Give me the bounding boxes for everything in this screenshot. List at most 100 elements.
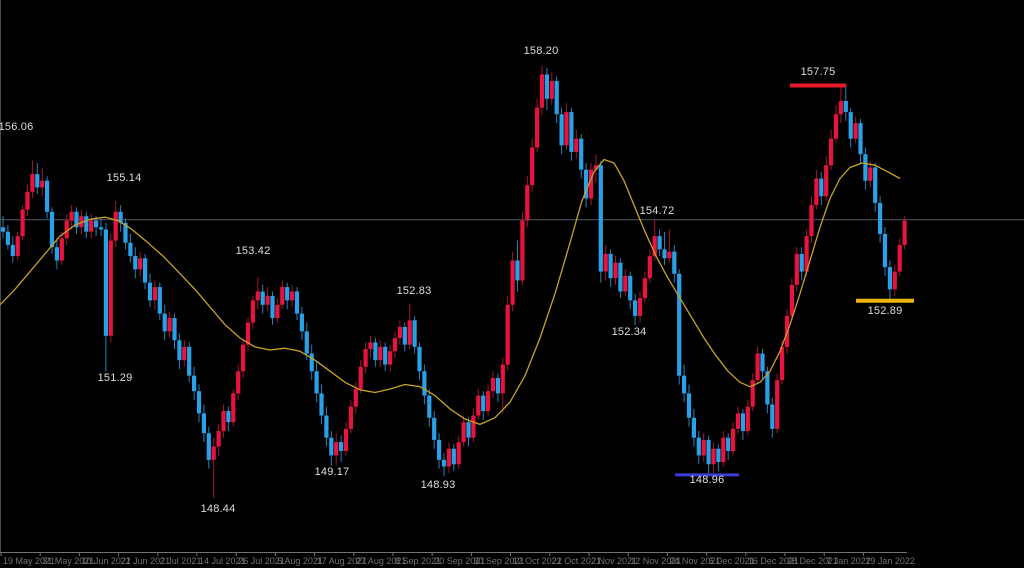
bear-candle-body	[0, 227, 6, 232]
bear-candle-body	[584, 169, 589, 199]
bull-candle-body	[79, 216, 84, 228]
bear-candle-body	[686, 393, 692, 418]
bull-candle-body	[701, 439, 706, 456]
bear-candle-body	[873, 167, 878, 203]
bear-candle-body	[103, 229, 108, 336]
bear-candle-body	[49, 211, 55, 248]
bear-candle-body	[863, 154, 868, 181]
bull-candle-body	[814, 178, 819, 206]
date-label: 27 Aug 2021	[355, 556, 407, 566]
bull-candle-body	[824, 165, 829, 197]
date-label: 22 Jun 2021	[120, 556, 171, 566]
bull-candle-body	[711, 448, 716, 465]
bear-candle-body	[878, 202, 883, 234]
bear-candle-body	[848, 112, 853, 139]
date-label: 2 Nov 2021	[591, 556, 638, 566]
bull-candle-body	[593, 165, 598, 170]
bull-candle-body	[250, 300, 255, 323]
date-label: 19 Jan 2022	[865, 556, 915, 566]
bear-candle-body	[858, 123, 863, 155]
date-label: 20 Sep 2021	[434, 556, 486, 566]
bull-candle-body	[838, 101, 843, 115]
bear-candle-body	[309, 353, 314, 372]
bear-candle-body	[672, 251, 677, 274]
bear-candle-body	[133, 256, 138, 270]
bull-candle-body	[490, 377, 496, 392]
bull-candle-body	[241, 344, 246, 372]
bull-candle-body	[69, 211, 74, 221]
bull-candle-body	[647, 256, 652, 279]
bear-candle-body	[887, 267, 892, 290]
bear-candle-body	[304, 331, 309, 354]
bull-candle-body	[530, 147, 535, 186]
bear-candle-body	[427, 395, 432, 418]
bear-candle-body	[515, 260, 520, 281]
bull-candle-body	[334, 442, 339, 456]
bear-candle-body	[260, 291, 265, 305]
date-label: 26 Jul 2021	[238, 556, 285, 566]
bull-candle-body	[603, 253, 608, 272]
bull-candle-body	[853, 123, 858, 139]
date-label: 19 May 2021	[3, 556, 56, 566]
bear-candle-body	[74, 211, 79, 228]
bear-candle-body	[143, 258, 148, 283]
price-annotation: 152.83	[396, 285, 432, 297]
bear-candle-body	[691, 417, 696, 438]
price-annotation: 148.44	[200, 503, 236, 515]
bear-candle-body	[192, 375, 197, 392]
bear-candle-body	[628, 275, 633, 301]
bull-candle-body	[721, 437, 726, 463]
bull-candle-body	[794, 253, 799, 285]
bear-candle-body	[740, 413, 745, 432]
bull-candle-body	[353, 388, 358, 407]
bear-candle-body	[45, 180, 50, 212]
bull-candle-body	[113, 211, 118, 241]
date-label: 5 Aug 2021	[277, 556, 323, 566]
bear-candle-body	[451, 448, 456, 465]
bull-candle-body	[510, 260, 515, 305]
bull-candle-body	[868, 167, 873, 181]
bear-candle-body	[299, 313, 304, 332]
bull-candle-body	[652, 236, 657, 257]
date-label: 7 Jan 2022	[826, 556, 871, 566]
bear-candle-body	[5, 231, 10, 245]
bull-candle-body	[549, 81, 554, 99]
bull-candle-body	[255, 291, 260, 301]
date-label: 10 Jun 2021	[81, 556, 131, 566]
bear-candle-body	[618, 262, 623, 292]
bull-candle-body	[89, 220, 94, 232]
bull-candle-body	[500, 364, 505, 394]
date-label: 2 Jul 2021	[159, 556, 202, 566]
bull-candle-body	[539, 74, 545, 108]
bear-candle-body	[329, 437, 334, 456]
bear-candle-body	[177, 340, 182, 361]
bull-candle-body	[231, 393, 236, 423]
bull-candle-body	[392, 338, 398, 352]
bull-candle-body	[446, 448, 451, 467]
bear-candle-body	[226, 411, 231, 423]
bear-candle-body	[147, 282, 153, 301]
bear-candle-body	[206, 433, 211, 460]
bull-candle-body	[833, 114, 839, 139]
bear-candle-body	[598, 165, 603, 272]
bull-candle-body	[613, 262, 618, 279]
bull-candle-body	[64, 220, 69, 239]
bear-candle-body	[294, 291, 300, 314]
bull-candle-body	[789, 284, 794, 316]
bull-candle-body	[809, 205, 814, 237]
bear-candle-body	[196, 391, 202, 414]
bear-candle-body	[441, 459, 447, 467]
price-annotation: 152.89	[867, 305, 903, 317]
bear-candle-body	[373, 342, 378, 361]
bull-candle-body	[902, 220, 907, 245]
bull-candle-body	[25, 191, 30, 210]
bear-candle-body	[633, 300, 638, 316]
bull-candle-body	[667, 251, 672, 259]
bear-candle-body	[417, 346, 422, 372]
bear-candle-body	[765, 371, 770, 405]
bear-candle-body	[882, 233, 888, 268]
date-label: 28 Dec 2021	[787, 556, 839, 566]
bull-candle-body	[378, 346, 383, 361]
